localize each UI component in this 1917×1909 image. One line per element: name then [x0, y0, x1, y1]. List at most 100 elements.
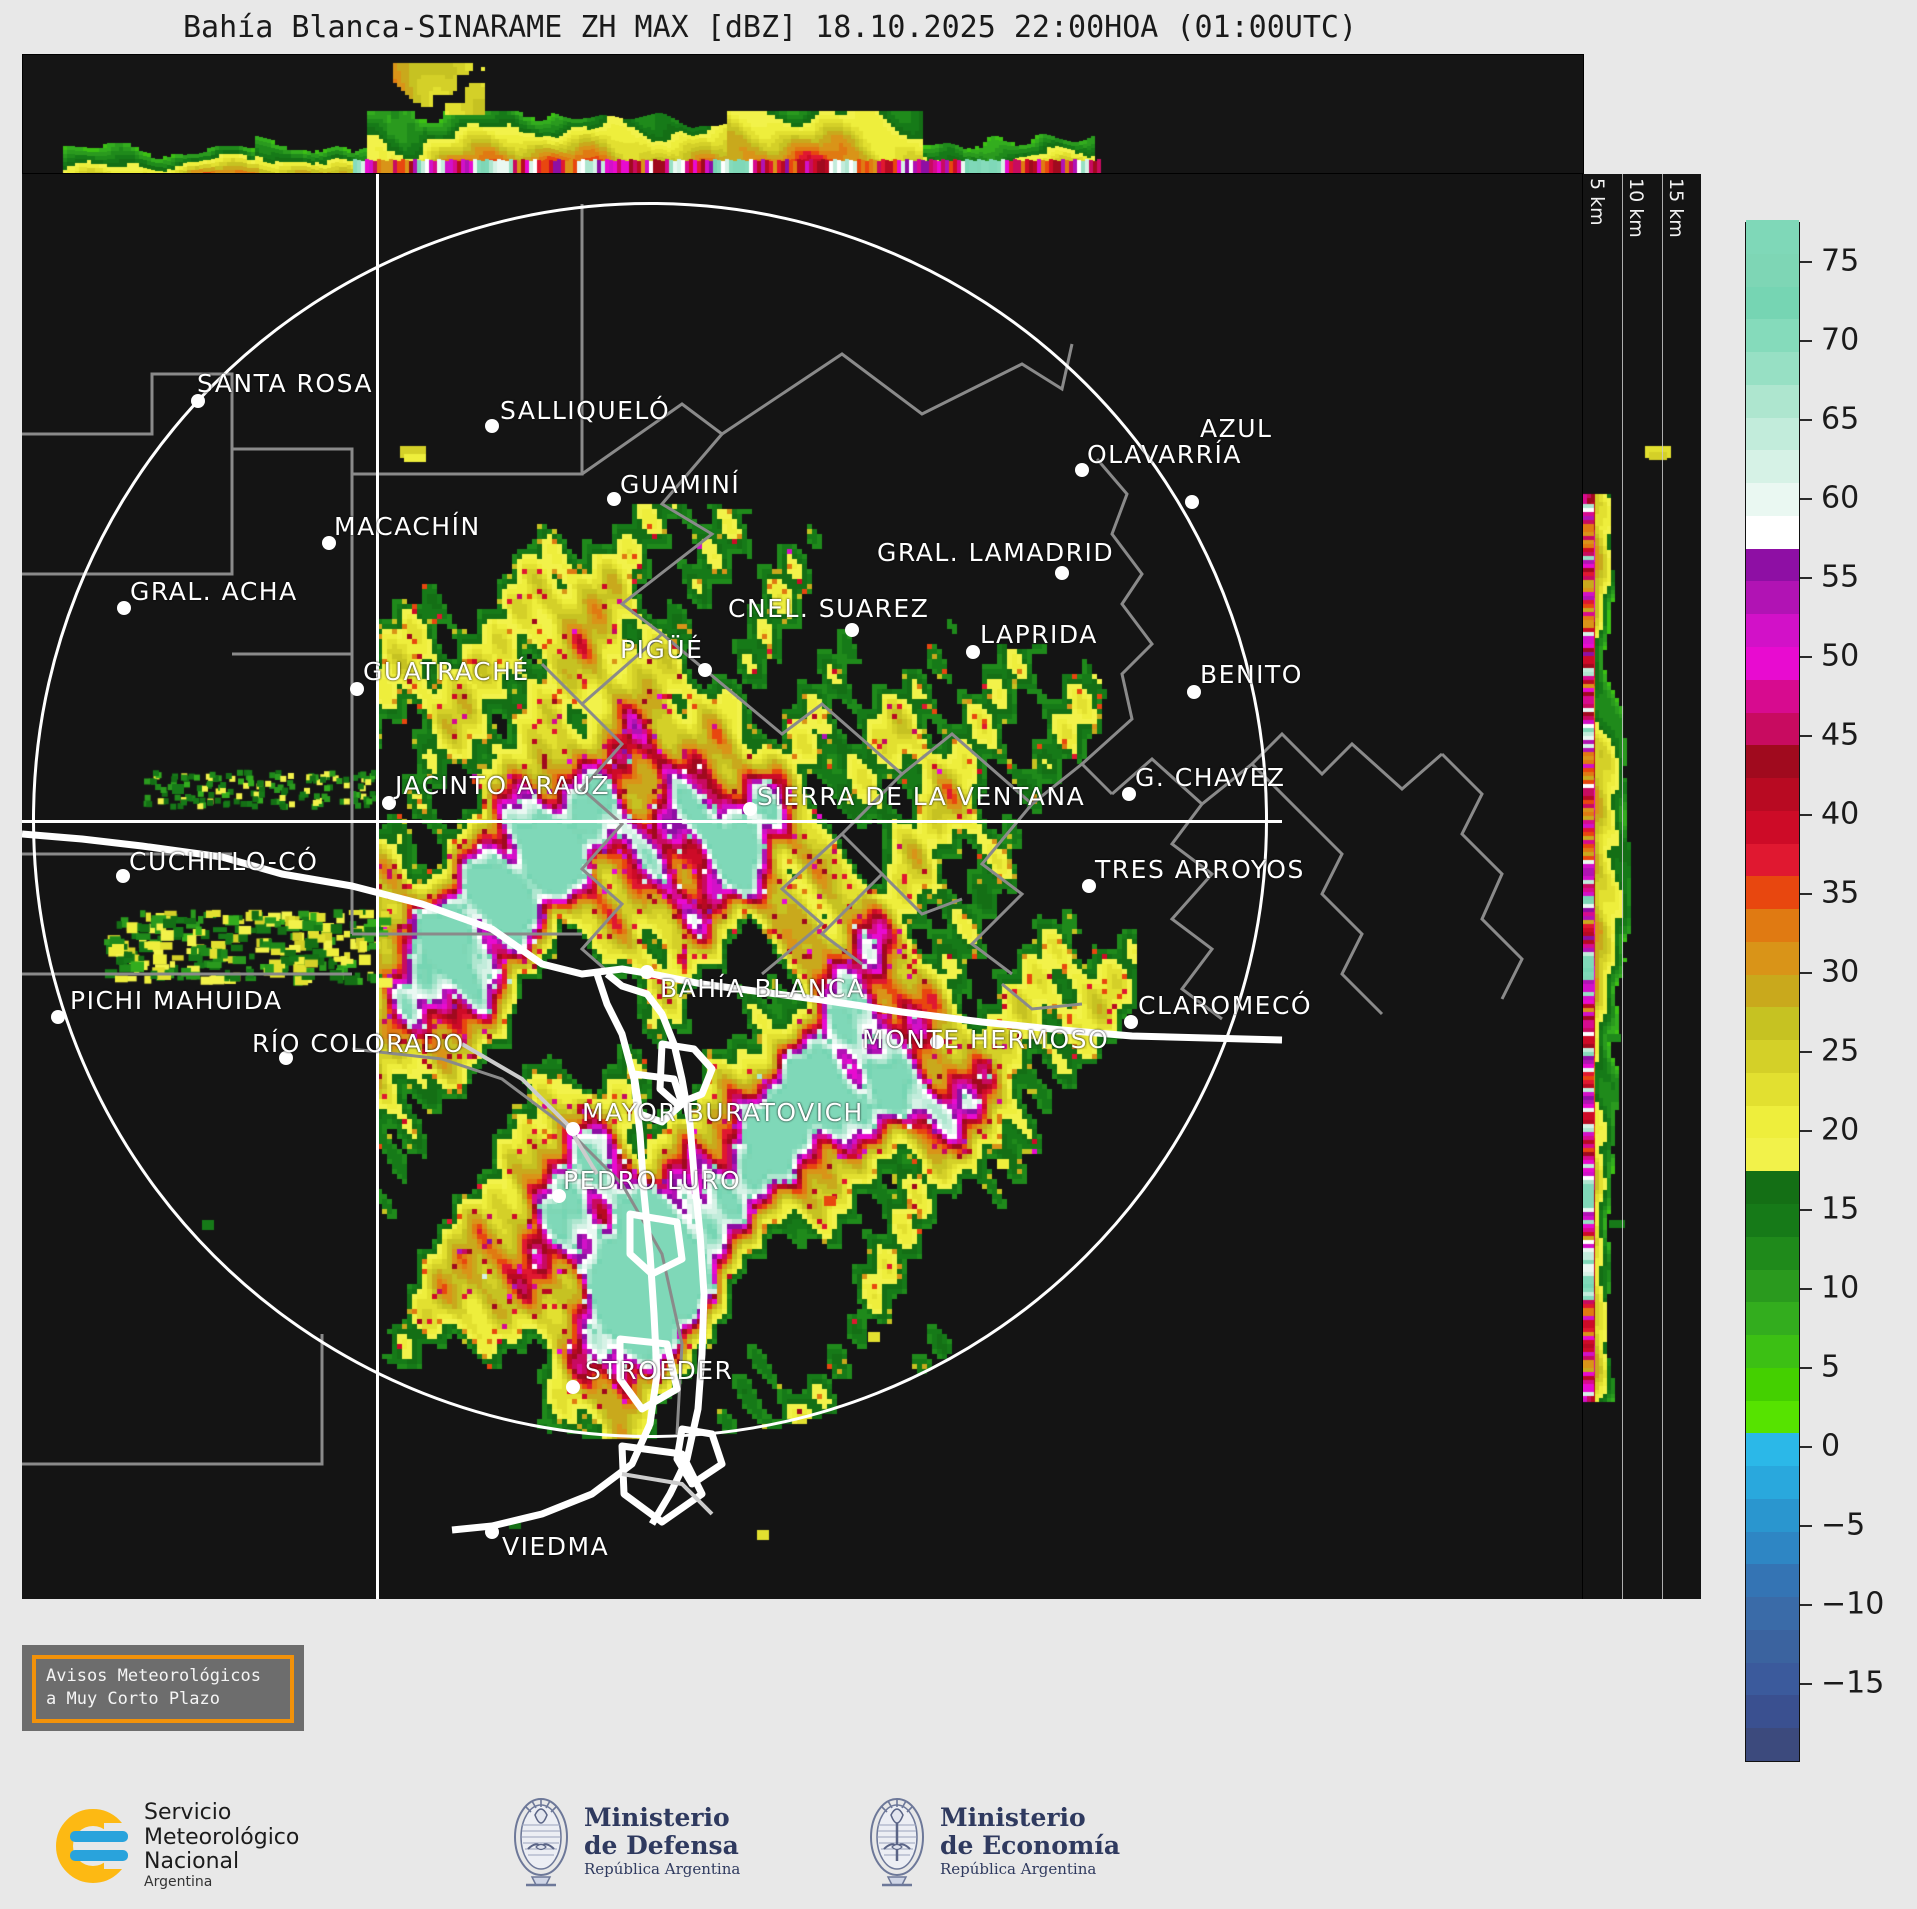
city-marker [1082, 879, 1096, 893]
colorbar-tick-label: 20 [1821, 1112, 1860, 1148]
colorbar-tick-label: 45 [1821, 717, 1860, 753]
city-marker [1187, 685, 1201, 699]
city-marker [117, 601, 131, 615]
colorbar-segment [1746, 1268, 1799, 1303]
colorbar-tick-label: 40 [1821, 796, 1860, 832]
colorbar-segment [1746, 1727, 1799, 1761]
colorbar-tick [1800, 1446, 1812, 1449]
city-marker [607, 492, 621, 506]
city-label: BAHÍA BLANCA [660, 974, 866, 1003]
colorbar-tick-label: 15 [1821, 1191, 1860, 1227]
argentina-shield-icon [866, 1793, 928, 1889]
city-marker [1124, 1015, 1138, 1029]
colorbar-segment [1746, 1039, 1799, 1073]
colorbar-tick [1800, 814, 1812, 817]
height-gridline-right-15km [1662, 174, 1663, 1599]
colorbar-segment [1746, 285, 1799, 320]
colorbar: 75 70 65 60 55 50 45 40 35 30 25 20 15 10 5 0 −5 −10 −15 [1745, 220, 1884, 1762]
colorbar-tick-label: −10 [1821, 1586, 1885, 1622]
city-label: VIEDMA [502, 1532, 610, 1561]
colorbar-segment [1746, 908, 1799, 942]
colorbar-segment [1746, 1203, 1799, 1237]
colorbar-tick-label: 0 [1821, 1428, 1841, 1464]
height-label-right-15km: 15 km [1665, 178, 1687, 238]
smn-line-1: Servicio [144, 1800, 232, 1825]
colorbar-segment [1746, 1465, 1799, 1499]
vertical-max-cross-section-top: 15 km 10 km 5 km [22, 54, 1584, 174]
city-marker [1055, 566, 1069, 580]
colorbar-tick [1800, 1051, 1812, 1054]
colorbar-gradient [1745, 220, 1800, 1762]
city-marker [485, 419, 499, 433]
city-label: PICHI MAHUIDA [70, 986, 283, 1015]
city-marker [116, 869, 130, 883]
colorbar-tick [1800, 972, 1812, 975]
colorbar-segment [1746, 1137, 1799, 1172]
sector-edge-vertical [376, 174, 379, 1599]
warning-line-1: Avisos Meteorológicos [46, 1666, 261, 1686]
city-label: AZUL [1200, 414, 1273, 443]
city-marker [845, 623, 859, 637]
ministerio-defensa-logo: Ministerio de Defensa República Argentin… [510, 1793, 740, 1889]
city-marker [382, 796, 396, 810]
city-label: LAPRIDA [980, 620, 1098, 649]
defensa-line-2: de Defensa [584, 1831, 739, 1861]
colorbar-tick [1800, 1288, 1812, 1291]
city-marker [51, 1010, 65, 1024]
colorbar-segment [1746, 253, 1799, 287]
colorbar-segment [1746, 1563, 1799, 1598]
city-marker [1075, 463, 1089, 477]
city-marker [966, 645, 980, 659]
colorbar-segment [1746, 679, 1799, 713]
colorbar-tick-label: 65 [1821, 401, 1860, 437]
city-label: G. CHAVEZ [1135, 763, 1286, 792]
smn-line-2: Meteorológico [144, 1824, 300, 1850]
colorbar-segment [1746, 744, 1799, 779]
colorbar-segment [1746, 1334, 1799, 1368]
colorbar-segment [1746, 1399, 1799, 1434]
ministerio-economia-text: Ministerio de Economía República Argenti… [940, 1803, 1120, 1878]
city-marker [743, 802, 757, 816]
colorbar-segment [1746, 875, 1799, 910]
city-marker [566, 1380, 580, 1394]
colorbar-tick [1800, 1367, 1812, 1370]
ministerio-economia-logo: Ministerio de Economía República Argenti… [866, 1793, 1120, 1889]
city-label: SALLIQUELÓ [500, 396, 671, 425]
colorbar-segment [1746, 646, 1799, 680]
colorbar-segment [1746, 941, 1799, 975]
colorbar-segment [1746, 548, 1799, 582]
radar-map[interactable]: SANTA ROSA SALLIQUELÓ AZUL OLAVARRÍA GUAMINÍ… [22, 174, 1582, 1599]
colorbar-tick [1800, 735, 1812, 738]
colorbar-tick [1800, 261, 1812, 264]
city-label: GUAMINÍ [620, 470, 741, 499]
city-label: GRAL. LAMADRID [877, 538, 1115, 567]
colorbar-tick-label: 50 [1821, 638, 1860, 674]
smn-logo-text: Servicio Meteorológico Nacional Argentin… [144, 1800, 300, 1891]
ministerio-defensa-text: Ministerio de Defensa República Argentin… [584, 1802, 740, 1878]
colorbar-tick-label: 5 [1821, 1349, 1841, 1385]
height-label-right-5km: 5 km [1586, 178, 1608, 226]
colorbar-tick [1800, 1525, 1812, 1528]
city-marker [1122, 787, 1136, 801]
colorbar-segment [1746, 1170, 1799, 1204]
colorbar-tick [1800, 1683, 1812, 1686]
colorbar-tick-label: 30 [1821, 954, 1860, 990]
city-label: CLAROMECÓ [1138, 991, 1313, 1020]
city-marker [350, 682, 364, 696]
defensa-line-1: Ministerio [584, 1802, 730, 1832]
page-title: Bahía Blanca-SINARAME ZH MAX [dBZ] 18.10… [183, 10, 1357, 45]
height-gridline-right-10km [1622, 174, 1623, 1599]
colorbar-segment [1746, 1105, 1799, 1139]
colorbar-tick [1800, 656, 1812, 659]
colorbar-tick-label: 70 [1821, 322, 1860, 358]
city-label: BENITO [1200, 660, 1303, 689]
colorbar-segment [1746, 1367, 1799, 1401]
colorbar-segment [1746, 842, 1799, 877]
warning-badge[interactable]: Avisos Meteorológicos a Muy Corto Plazo [32, 1655, 294, 1723]
colorbar-tick [1800, 340, 1812, 343]
height-label-right-10km: 10 km [1625, 178, 1647, 238]
economia-line-3: República Argentina [940, 1859, 1097, 1878]
colorbar-segment [1746, 974, 1799, 1008]
colorbar-segment [1746, 1072, 1799, 1106]
colorbar-segment [1746, 777, 1799, 811]
